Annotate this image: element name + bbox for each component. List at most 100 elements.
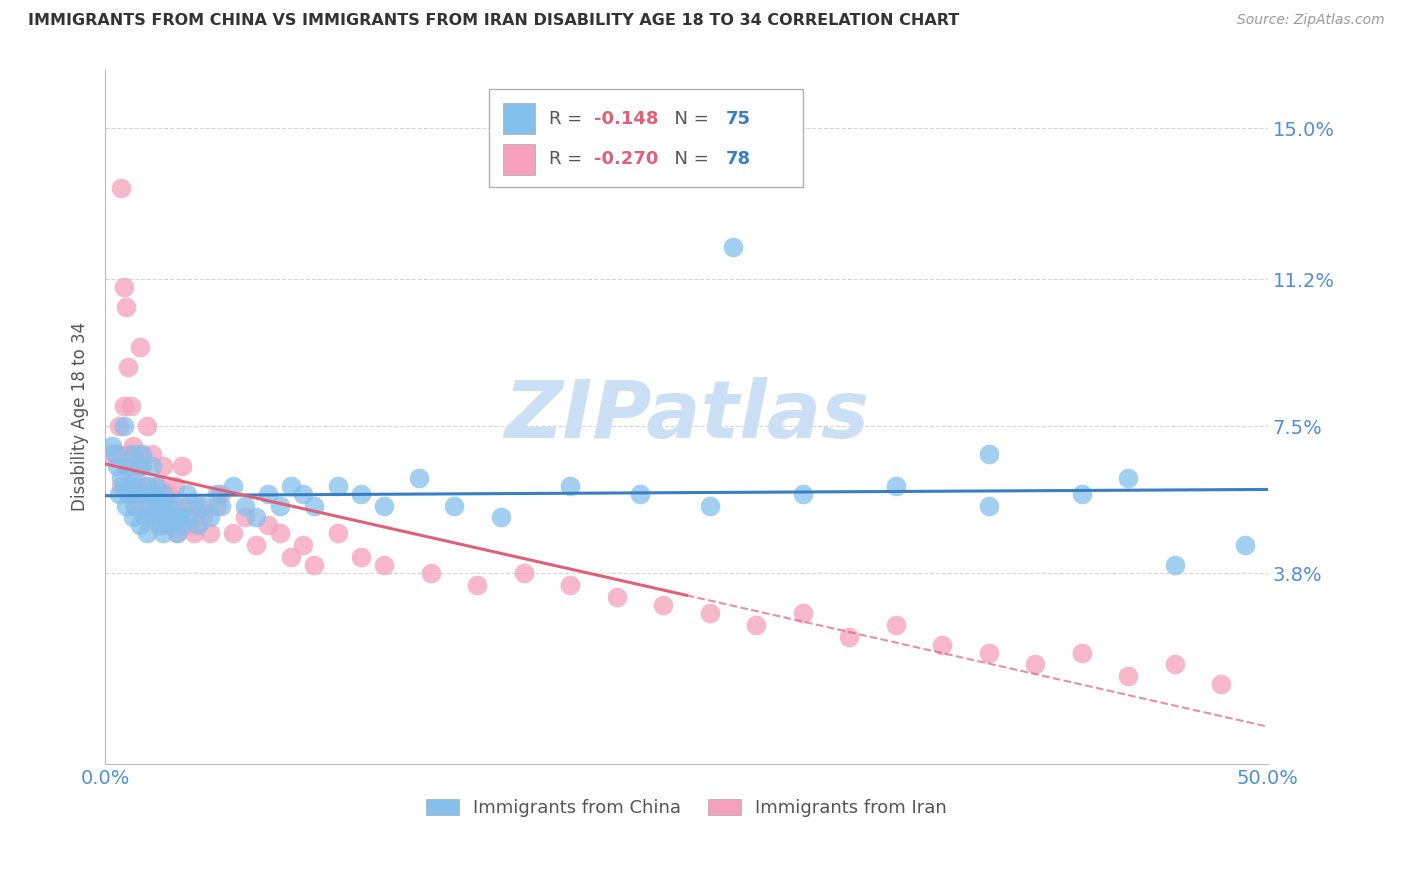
Point: [280, 479, 302, 493]
Point: [110, 479, 132, 493]
Point: [122, 510, 145, 524]
Point: [560, 578, 582, 592]
Point: [162, 510, 184, 524]
Point: [112, 399, 135, 413]
Point: [304, 499, 326, 513]
Point: [198, 510, 221, 524]
FancyBboxPatch shape: [503, 144, 536, 175]
Point: [198, 526, 221, 541]
Point: [134, 499, 156, 513]
Point: [117, 458, 139, 473]
Point: [148, 479, 170, 493]
Point: [257, 486, 280, 500]
Point: [120, 486, 142, 500]
Point: [122, 479, 145, 493]
Point: [205, 486, 228, 500]
Point: [156, 486, 179, 500]
FancyBboxPatch shape: [489, 89, 803, 186]
Point: [163, 479, 186, 493]
Point: [489, 510, 512, 524]
Point: [108, 419, 131, 434]
Point: [145, 499, 167, 513]
Point: [155, 510, 177, 524]
Point: [136, 419, 159, 434]
Point: [257, 518, 280, 533]
Text: -0.148: -0.148: [593, 110, 658, 128]
Point: [792, 486, 814, 500]
Text: R =: R =: [550, 151, 588, 169]
Point: [443, 499, 465, 513]
Point: [150, 518, 173, 533]
Point: [350, 550, 373, 565]
Point: [156, 499, 179, 513]
Point: [141, 486, 163, 500]
Point: [977, 499, 1000, 513]
Point: [112, 479, 135, 493]
Point: [124, 458, 146, 473]
Point: [129, 340, 152, 354]
Point: [222, 526, 245, 541]
Point: [120, 479, 142, 493]
Point: [129, 458, 152, 473]
Text: N =: N =: [664, 151, 714, 169]
Point: [652, 598, 675, 612]
Point: [884, 617, 907, 632]
Point: [138, 499, 160, 513]
Point: [110, 180, 132, 194]
Point: [141, 447, 163, 461]
Point: [205, 499, 228, 513]
Text: IMMIGRANTS FROM CHINA VS IMMIGRANTS FROM IRAN DISABILITY AGE 18 TO 34 CORRELATIO: IMMIGRANTS FROM CHINA VS IMMIGRANTS FROM…: [28, 13, 959, 29]
Point: [117, 447, 139, 461]
Point: [1070, 646, 1092, 660]
Point: [129, 447, 152, 461]
Point: [166, 526, 188, 541]
Point: [155, 510, 177, 524]
Point: [211, 499, 233, 513]
Point: [233, 510, 256, 524]
Point: [169, 510, 191, 524]
Point: [124, 499, 146, 513]
Point: [105, 447, 128, 461]
Point: [131, 447, 153, 461]
Point: [143, 510, 166, 524]
Point: [120, 399, 142, 413]
Point: [699, 606, 721, 620]
Point: [699, 499, 721, 513]
Point: [136, 479, 159, 493]
Point: [187, 518, 209, 533]
Point: [977, 646, 1000, 660]
Point: [606, 590, 628, 604]
Point: [127, 486, 149, 500]
Point: [152, 458, 174, 473]
Point: [1070, 486, 1092, 500]
Text: R =: R =: [550, 110, 588, 128]
Point: [373, 558, 395, 573]
Point: [269, 526, 291, 541]
Point: [148, 518, 170, 533]
Point: [159, 518, 181, 533]
Point: [176, 499, 198, 513]
Point: [187, 499, 209, 513]
Point: [131, 486, 153, 500]
Point: [129, 518, 152, 533]
Point: [134, 510, 156, 524]
Text: -0.270: -0.270: [593, 151, 658, 169]
Point: [110, 471, 132, 485]
Point: [183, 526, 205, 541]
Point: [176, 486, 198, 500]
Point: [170, 458, 193, 473]
Point: [103, 447, 125, 461]
Point: [177, 518, 200, 533]
Point: [222, 479, 245, 493]
Point: [326, 526, 349, 541]
Point: [169, 510, 191, 524]
Point: [838, 630, 860, 644]
Point: [211, 486, 233, 500]
Point: [191, 510, 214, 524]
Point: [159, 518, 181, 533]
Text: N =: N =: [664, 110, 714, 128]
Legend: Immigrants from China, Immigrants from Iran: Immigrants from China, Immigrants from I…: [419, 791, 955, 824]
Point: [124, 499, 146, 513]
Point: [304, 558, 326, 573]
Point: [628, 486, 651, 500]
